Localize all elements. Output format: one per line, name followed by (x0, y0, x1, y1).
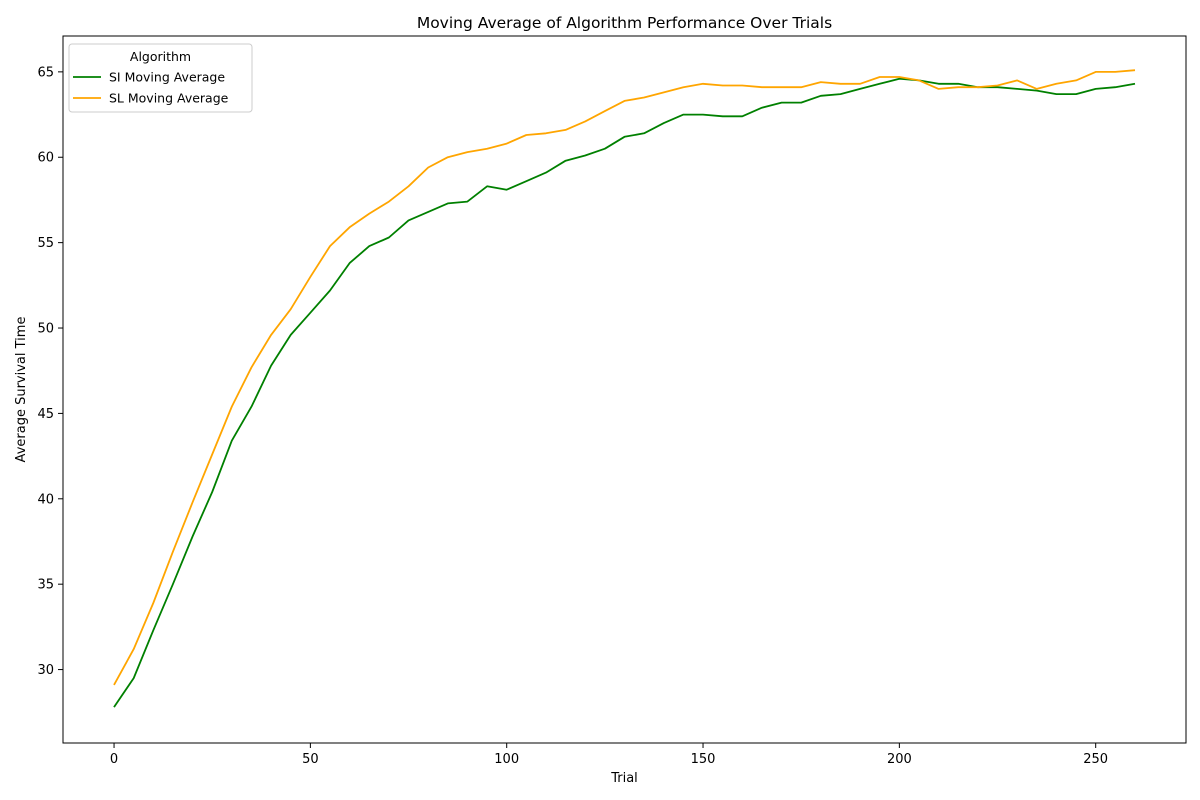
plot-frame (62, 35, 1187, 744)
y-tick-label: 45 (37, 407, 54, 422)
y-tick-label: 60 (37, 151, 54, 166)
y-axis: 30 35 40 45 50 55 60 65 (37, 65, 63, 678)
legend-box (68, 43, 253, 113)
y-tick-label: 30 (37, 663, 54, 678)
x-tick-label: 50 (302, 752, 319, 767)
x-tick-label: 150 (691, 752, 716, 767)
legend: Algorithm SI Moving Average SL Moving Ave… (68, 43, 253, 113)
y-tick-label: 50 (37, 322, 54, 337)
y-tick-label: 55 (37, 236, 54, 251)
y-tick-label: 40 (37, 492, 54, 507)
legend-label: SI Moving Average (109, 70, 225, 85)
x-axis-label: Trial (610, 771, 638, 786)
y-tick-label: 35 (37, 578, 54, 593)
legend-entries: SI Moving Average SL Moving Average (73, 70, 229, 106)
y-tick-label: 65 (37, 65, 54, 80)
x-tick-label: 0 (110, 752, 118, 767)
x-tick-label: 100 (494, 752, 519, 767)
series-lines (113, 69, 1136, 708)
legend-title: Algorithm (130, 49, 191, 64)
series-line-si (113, 77, 1136, 708)
x-tick-label: 200 (887, 752, 912, 767)
y-axis-label: Average Survival Time (14, 317, 29, 463)
series-line-sl (113, 69, 1136, 686)
legend-label: SL Moving Average (109, 91, 229, 106)
chart-title: Moving Average of Algorithm Performance … (417, 14, 832, 32)
x-axis: 0 50 100 150 200 250 (110, 743, 1108, 767)
x-tick-label: 250 (1083, 752, 1108, 767)
